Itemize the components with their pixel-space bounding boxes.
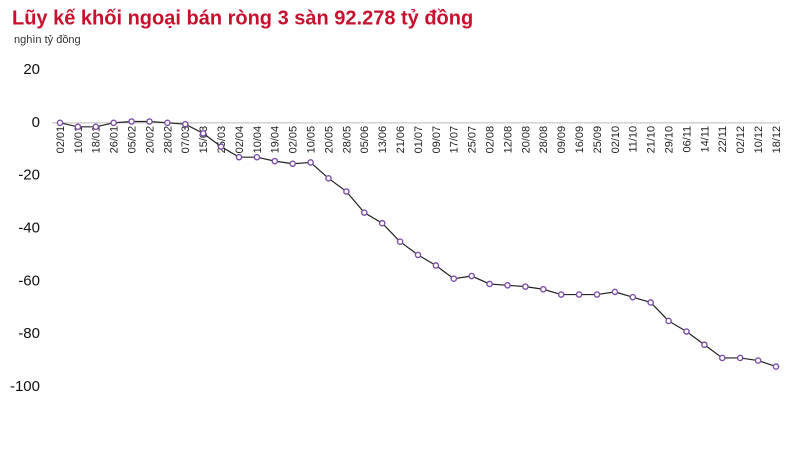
x-tick-label: 02/01 (55, 126, 67, 154)
point (271, 157, 279, 165)
point (74, 123, 82, 131)
point (289, 160, 297, 168)
point (557, 291, 565, 298)
y-tick-label: -60 (18, 272, 40, 289)
x-tick-label: 21/06 (395, 126, 407, 154)
x-tick-label: 02/05 (288, 126, 300, 154)
x-tick-label: 11/10 (628, 126, 640, 153)
x-tick-label: 07/03 (180, 126, 192, 154)
x-tick-label: 20/08 (520, 126, 532, 154)
point (647, 299, 655, 306)
x-tick-label: 05/02 (127, 126, 139, 154)
y-tick-label: -80 (18, 325, 40, 342)
point (575, 291, 583, 298)
point (665, 317, 672, 325)
point (719, 354, 726, 362)
point (164, 119, 171, 127)
x-tick-label: 09/09 (556, 126, 568, 154)
point (128, 118, 135, 125)
point (325, 175, 332, 182)
x-tick-label: 15/03 (198, 126, 210, 154)
x-tick-label: 28/05 (341, 126, 353, 154)
x-tick-label: 20/05 (323, 126, 335, 154)
x-tick-label: 01/07 (413, 126, 425, 154)
point (396, 238, 404, 246)
point (754, 357, 762, 364)
point (414, 251, 422, 259)
point (199, 130, 207, 137)
y-tick-label: -100 (10, 378, 40, 395)
point (343, 188, 350, 195)
point (217, 143, 225, 150)
x-tick-label: 29/10 (664, 126, 676, 154)
point (181, 120, 189, 128)
point (701, 341, 708, 349)
point (611, 288, 619, 296)
x-tick-label: 19/04 (270, 126, 282, 154)
x-tick-label: 06/11 (681, 126, 693, 153)
x-tick-label: 02/12 (735, 126, 747, 154)
x-tick-label: 02/10 (610, 126, 622, 154)
point (629, 293, 637, 301)
point (110, 119, 117, 127)
x-tick-label: 10/01 (73, 126, 85, 154)
x-tick-label: 02/08 (485, 126, 497, 154)
point (450, 275, 458, 282)
axis-label: nghìn tỷ đồng (14, 34, 81, 46)
x-tick-label: 25/07 (467, 126, 479, 154)
point (683, 328, 690, 335)
x-tick-label: 12/08 (502, 126, 514, 154)
point (522, 283, 529, 290)
x-tick-label: 20/02 (144, 126, 156, 154)
y-tick-label: 0 (32, 114, 40, 131)
point (56, 119, 64, 127)
point (253, 153, 261, 161)
x-tick-label: 18/12 (771, 126, 783, 154)
point (468, 272, 476, 280)
point (593, 291, 601, 298)
x-tick-label: 09/07 (431, 126, 443, 154)
x-tick-label: 28/02 (162, 126, 174, 154)
x-tick-label: 13/06 (377, 126, 389, 154)
x-tick-label: 22/11 (717, 126, 729, 153)
line (59, 120, 777, 368)
point (772, 363, 780, 370)
point (432, 262, 440, 269)
x-tick-label: 28/08 (538, 126, 550, 154)
x-tick-label: 25/09 (592, 126, 604, 154)
point (360, 209, 368, 216)
y-tick-label: 20 (23, 61, 40, 78)
chart-title: Lũy kế khối ngoại bán ròng 3 sàn 92.278 … (12, 7, 473, 29)
x-tick-label: 16/09 (574, 126, 586, 154)
point (235, 153, 243, 161)
y-tick-label: -40 (18, 219, 40, 236)
point (486, 280, 493, 288)
x-tick-label: 10/04 (252, 126, 264, 154)
point (92, 123, 100, 131)
point (504, 281, 511, 289)
y-tick-label: -20 (18, 167, 40, 184)
x-tick-label: 26/01 (109, 126, 121, 154)
point (378, 219, 386, 227)
x-tick-label: 02/04 (234, 126, 246, 154)
x-tick-label: 10/12 (753, 126, 765, 154)
x-tick-label: 05/06 (359, 126, 371, 154)
point (307, 159, 314, 166)
point (146, 118, 153, 125)
x-tick-label: 14/11 (699, 126, 711, 153)
x-tick-label: 21/10 (646, 126, 658, 154)
point (736, 354, 744, 362)
x-tick-label: 18/01 (91, 126, 103, 154)
x-tick-label: 10/05 (306, 126, 318, 154)
point (540, 285, 547, 293)
x-tick-label: 17/07 (449, 126, 461, 154)
